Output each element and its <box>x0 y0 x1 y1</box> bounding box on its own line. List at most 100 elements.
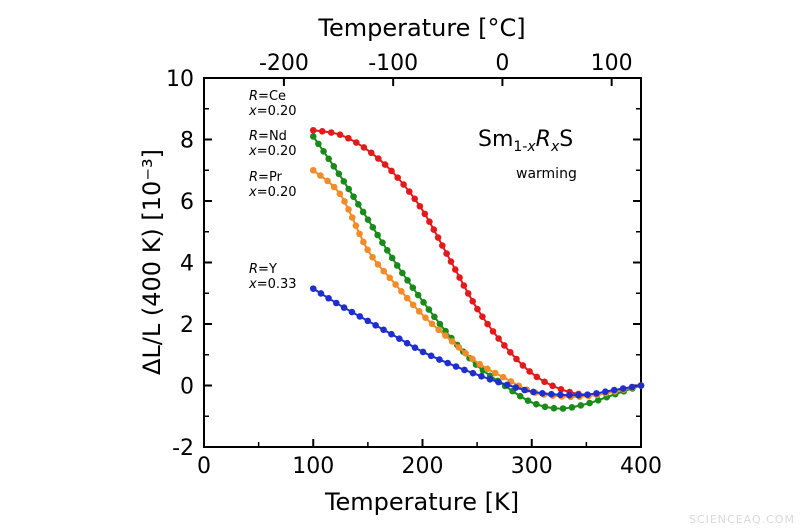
data-point <box>315 140 322 148</box>
data-point <box>364 246 371 254</box>
data-point <box>309 133 317 140</box>
series-layer <box>309 126 645 412</box>
series-label-line1: R=Nd <box>249 129 287 144</box>
series-line <box>312 135 642 410</box>
data-point <box>478 372 485 380</box>
data-point <box>355 201 362 208</box>
data-point <box>325 294 332 302</box>
data-point <box>526 368 533 375</box>
top-tick-label: -200 <box>259 51 309 76</box>
top-tick-label: 0 <box>495 51 509 76</box>
data-point <box>341 198 348 205</box>
data-point <box>345 206 352 213</box>
data-point <box>356 313 364 320</box>
data-point <box>309 285 317 292</box>
data-point <box>524 397 532 404</box>
data-point <box>455 344 463 351</box>
y-axis-title: ΔL/L (400 K) [10⁻³] <box>138 149 166 375</box>
condition-label: warming <box>516 166 577 182</box>
data-point <box>348 214 356 221</box>
data-point <box>548 390 555 398</box>
data-point <box>484 365 491 373</box>
data-point <box>469 298 476 305</box>
data-point <box>409 284 417 292</box>
data-point <box>403 339 411 347</box>
y-tick-label: 10 <box>166 67 194 92</box>
data-point <box>332 299 340 307</box>
series-label-line1: R=Pr <box>249 170 283 185</box>
data-point <box>461 366 468 374</box>
data-point <box>476 360 483 368</box>
data-point <box>469 355 476 363</box>
data-point <box>345 185 352 193</box>
data-point <box>557 386 565 393</box>
data-point <box>443 250 450 257</box>
series-label-line1: R=Y <box>249 262 277 277</box>
data-point <box>550 404 558 412</box>
data-point <box>318 127 326 135</box>
data-point <box>530 388 537 396</box>
series-label-line1: R=Ce <box>249 89 286 104</box>
data-point <box>356 230 363 238</box>
left-axis: -2 0 2 4 6 8 10 <box>166 67 641 461</box>
series-label-line2: x=0.20 <box>248 185 297 200</box>
data-point <box>335 170 343 178</box>
data-point <box>411 344 419 351</box>
data-point <box>416 202 424 210</box>
data-point <box>419 348 427 356</box>
data-point <box>448 338 456 345</box>
data-point <box>340 304 348 311</box>
data-point <box>512 384 520 391</box>
y-tick-label: 2 <box>180 313 194 338</box>
data-point <box>400 181 407 188</box>
y-tick-label: 6 <box>180 190 194 215</box>
data-point <box>484 320 491 328</box>
data-point <box>434 234 442 241</box>
data-point <box>431 313 438 321</box>
data-point <box>436 356 443 363</box>
data-point <box>421 210 429 218</box>
data-point <box>489 328 497 335</box>
data-point <box>394 174 401 181</box>
data-point <box>360 238 367 246</box>
data-point <box>456 274 463 281</box>
data-point <box>447 258 455 265</box>
data-point <box>533 373 541 381</box>
data-point <box>309 166 317 174</box>
data-point <box>324 177 331 185</box>
data-point <box>501 342 508 349</box>
formula-label: Sm1-xRxS <box>478 127 573 155</box>
data-point <box>320 148 327 155</box>
data-point <box>539 390 546 397</box>
data-point <box>442 332 449 339</box>
data-point <box>415 308 423 315</box>
top-tick-label: 100 <box>591 51 633 76</box>
data-point <box>369 224 377 231</box>
data-point <box>374 231 381 239</box>
data-point <box>360 144 368 151</box>
data-point <box>380 267 388 275</box>
data-point <box>396 335 403 342</box>
data-point <box>372 322 379 329</box>
data-point <box>541 378 548 386</box>
series-label-line2: x=0.33 <box>248 277 297 292</box>
data-point <box>541 403 549 411</box>
y-tick-label: -2 <box>172 436 194 461</box>
data-point <box>495 335 502 342</box>
data-point <box>516 392 524 400</box>
data-point <box>521 386 528 394</box>
data-point <box>364 216 372 223</box>
top-axis-title: Temperature [°C] <box>317 14 525 42</box>
data-point <box>549 382 556 390</box>
data-point <box>513 355 520 363</box>
data-point <box>436 320 444 328</box>
data-point <box>386 274 394 282</box>
data-point <box>568 404 576 411</box>
data-point <box>348 308 356 316</box>
data-point <box>383 247 391 254</box>
x-tick-label: 300 <box>511 454 553 479</box>
data-point <box>336 131 344 138</box>
top-tick-label: -100 <box>368 51 418 76</box>
y-tick-label: 4 <box>180 252 194 277</box>
